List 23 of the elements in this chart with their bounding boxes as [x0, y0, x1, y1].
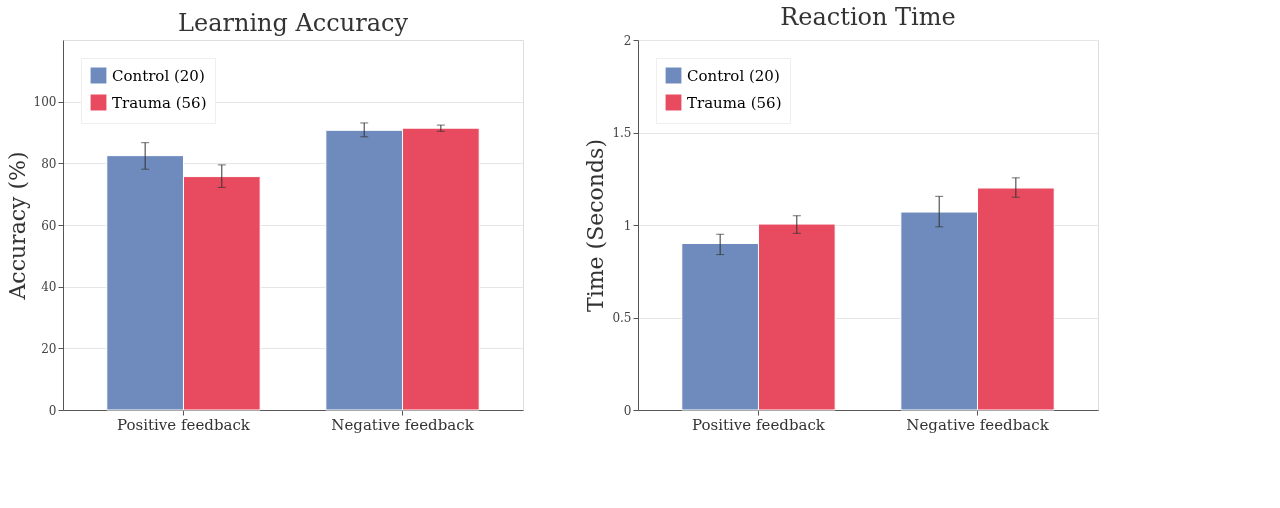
y-tick-label: 20 [41, 341, 57, 356]
y-tick-label: 1 [623, 218, 632, 233]
y-tick-label: 0 [623, 403, 632, 418]
y-tick-label: 40 [41, 280, 57, 295]
legend-label: Control (20) [112, 66, 205, 85]
x-tick-label: Negative feedback [906, 415, 1050, 434]
x-tick-label: Negative feedback [331, 415, 475, 434]
y-tick-label: 0.5 [612, 311, 632, 325]
y-tick-label: 60 [41, 218, 57, 233]
chart-title: Reaction Time [780, 3, 956, 31]
legend-label: Trauma (56) [112, 93, 207, 112]
y-axis-title: Time (Seconds) [583, 139, 609, 312]
y-axis-title: Accuracy (%) [4, 151, 30, 301]
y-tick-label: 1.5 [612, 126, 632, 140]
chart-title: Learning Accuracy [178, 9, 409, 37]
y-tick-label: 100 [33, 95, 57, 110]
legend-label: Trauma (56) [687, 93, 782, 112]
legend-label: Control (20) [687, 66, 780, 85]
y-tick-label: 0 [48, 403, 57, 418]
y-tick-label: 2 [623, 33, 632, 48]
x-tick-label: Positive feedback [117, 415, 251, 434]
x-tick-label: Positive feedback [692, 415, 826, 434]
y-tick-label: 80 [41, 156, 57, 171]
